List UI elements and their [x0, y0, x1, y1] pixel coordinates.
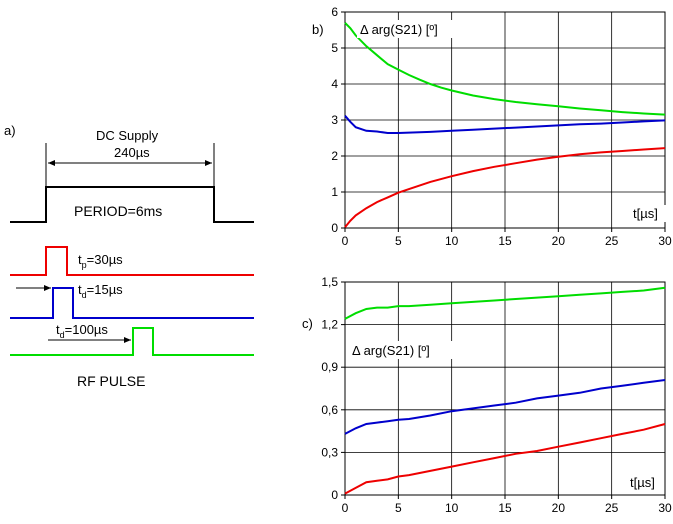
- series-line-0: [344, 22, 666, 116]
- timing-diagram: a) DC Supply 240µs PERIOD=6ms tp=30µs td…: [4, 123, 254, 389]
- tick-label-y: 0,3: [321, 445, 338, 459]
- arrow-head-right-icon: [205, 160, 212, 166]
- td1-label: td=15µs: [78, 282, 123, 300]
- tick-label-y: 0,6: [321, 403, 338, 417]
- series-line-2: [344, 147, 666, 228]
- tick-label-x: 5: [395, 234, 402, 248]
- y-axis-label: Δ arg(S21) [º]: [352, 343, 430, 358]
- y-axis-label: Δ arg(S21) [º]: [360, 22, 438, 37]
- tick-label-y: 0,9: [321, 360, 338, 374]
- tick-label-y: 1,2: [321, 318, 338, 332]
- svg-text:td=100µs: td=100µs: [56, 322, 108, 340]
- tick-label-x: 0: [342, 234, 349, 248]
- td2-label: td=100µs: [56, 322, 108, 340]
- ylabel-background: [357, 20, 473, 38]
- tick-label-x: 25: [605, 501, 619, 515]
- tick-label-y: 1,5: [321, 275, 338, 289]
- tick-label-y: 6: [331, 5, 338, 19]
- dc-supply-pulse: [10, 186, 254, 223]
- chart-b: b) 0 5 10 15 20 25 30 0 1 2 3 4 5 6 Δ arg(S21) [º] t[µs…: [312, 5, 672, 248]
- series-line-2: [344, 423, 666, 495]
- tick-label-x: 20: [552, 234, 566, 248]
- rf-pulse-label: RF PULSE: [77, 373, 145, 389]
- tick-label-x: 15: [498, 234, 512, 248]
- panel-label-b: b): [312, 22, 324, 37]
- tp-label: tp=30µs: [78, 252, 123, 270]
- panel-label-c: c): [302, 316, 313, 331]
- tick-label-y: 0: [331, 221, 338, 235]
- blue-pulse-trace: [10, 287, 254, 319]
- x-axis-label: t[µs]: [630, 475, 655, 490]
- tick-label-y: 5: [331, 41, 338, 55]
- tick-label-y: 0: [331, 488, 338, 502]
- xlabel-background: [631, 205, 667, 222]
- series-line-1: [344, 379, 666, 435]
- green-pulse-trace: [10, 327, 254, 356]
- tick-label-x: 15: [498, 501, 512, 515]
- svg-text:td=15µs: td=15µs: [78, 282, 123, 300]
- dc-duration-label: 240µs: [114, 145, 150, 160]
- panel-label-a: a): [4, 123, 16, 138]
- svg-text:tp=30µs: tp=30µs: [78, 252, 123, 270]
- x-axis-label: t[µs]: [633, 206, 658, 221]
- series-line-0: [344, 286, 666, 320]
- red-pulse-trace: [10, 246, 254, 276]
- ylabel-background: [349, 341, 465, 359]
- tick-label-x: 10: [445, 234, 459, 248]
- tick-label-x: 30: [658, 501, 672, 515]
- tick-label-x: 25: [605, 234, 619, 248]
- tick-label-x: 0: [342, 501, 349, 515]
- td1-arrow-head-icon: [44, 285, 51, 291]
- series-line-1: [344, 115, 666, 134]
- tick-label-y: 3: [331, 113, 338, 127]
- td2-arrow-head-icon: [124, 337, 131, 343]
- tick-label-y: 4: [331, 77, 338, 91]
- period-label: PERIOD=6ms: [74, 203, 162, 219]
- tick-label-x: 10: [445, 501, 459, 515]
- arrow-head-left-icon: [48, 160, 55, 166]
- tick-label-x: 5: [395, 501, 402, 515]
- dc-supply-label: DC Supply: [96, 128, 159, 143]
- tick-label-y: 2: [331, 149, 338, 163]
- tick-label-x: 20: [552, 501, 566, 515]
- chart-c: c) 0 5 10 15 20 25 30 0 0,3 0,6 0,9 1,2 1,5 Δ arg(S21…: [302, 275, 672, 515]
- xlabel-background: [628, 474, 664, 491]
- tick-label-y: 1: [331, 185, 338, 199]
- tick-label-x: 30: [658, 234, 672, 248]
